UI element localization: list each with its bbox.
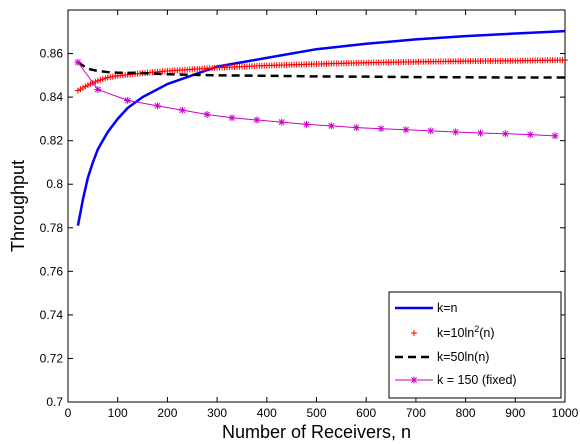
data-point — [74, 58, 82, 66]
data-point — [526, 131, 534, 139]
star-d2 — [411, 377, 417, 383]
star-d2 — [452, 128, 459, 135]
x-tick-label: 200 — [157, 406, 177, 420]
data-point — [303, 120, 311, 128]
star-d2 — [94, 86, 101, 93]
y-tick-label: 0.74 — [40, 308, 64, 322]
data-point — [377, 125, 385, 133]
data-point — [124, 96, 132, 104]
star-d2 — [328, 122, 335, 129]
y-tick-label: 0.78 — [40, 221, 64, 235]
x-axis-label: Number of Receivers, n — [222, 422, 411, 442]
x-tick-label: 800 — [456, 406, 476, 420]
y-axis-label: Throughput — [8, 160, 28, 252]
legend-label: k=50ln(n) — [437, 350, 489, 364]
star-d2 — [303, 121, 310, 128]
star-d2 — [402, 126, 409, 133]
data-point — [402, 126, 410, 134]
y-tick-label: 0.76 — [40, 264, 64, 278]
x-tick-label: 700 — [406, 406, 426, 420]
star-d2 — [378, 125, 385, 132]
data-point — [551, 132, 559, 140]
star-d2 — [278, 119, 285, 126]
x-tick-label: 0 — [65, 406, 72, 420]
data-point — [452, 128, 460, 136]
data-point — [477, 129, 485, 137]
x-tick-label: 300 — [207, 406, 227, 420]
star-d2 — [502, 130, 509, 137]
data-point — [427, 127, 435, 135]
series-line-k-150 — [77, 61, 556, 137]
series-layer — [74, 29, 568, 226]
star-d2 — [74, 59, 81, 66]
series-markers-k-150 — [74, 58, 559, 140]
tick-layer: 0 100 200 300 400 500 600 700 800 900 1000 0.7 0.72 0… — [40, 10, 579, 420]
legend-swatch-plus — [411, 330, 417, 336]
data-point — [178, 106, 186, 114]
star-d2 — [552, 132, 559, 139]
y-tick-label: 0.8 — [46, 177, 63, 191]
x-tick-label: 1000 — [552, 406, 579, 420]
series-markers-k-10ln2 — [74, 57, 568, 94]
x-tick-label: 100 — [108, 406, 128, 420]
y-tick-label: 0.72 — [40, 351, 64, 365]
legend-label: k = 150 (fixed) — [437, 373, 517, 387]
star-d2 — [477, 130, 484, 137]
legend: k=n k=10ln2(n) k=50ln(n) k = 150 (fixed) — [388, 291, 562, 399]
data-point — [352, 124, 360, 132]
star-d2 — [527, 131, 534, 138]
star-d2 — [179, 107, 186, 114]
star-d2 — [427, 127, 434, 134]
data-point — [501, 130, 509, 138]
data-point — [278, 118, 286, 126]
data-point — [327, 122, 335, 130]
x-tick-label: 400 — [257, 406, 277, 420]
y-tick-label: 0.7 — [46, 395, 63, 409]
x-tick-label: 900 — [505, 406, 525, 420]
y-tick-label: 0.82 — [40, 134, 64, 148]
star-d2 — [154, 102, 161, 109]
x-tick-label: 600 — [356, 406, 376, 420]
data-point — [153, 102, 161, 110]
data-point — [228, 114, 236, 122]
legend-label: k=10ln2(n) — [437, 324, 494, 340]
star-d2 — [253, 116, 260, 123]
star-d2 — [124, 97, 131, 104]
data-point — [203, 111, 211, 119]
star-d2 — [204, 111, 211, 118]
y-tick-label: 0.84 — [40, 90, 64, 104]
star-d2 — [353, 124, 360, 131]
data-point — [94, 85, 102, 93]
legend-swatch-star — [410, 376, 418, 384]
legend-label: k=n — [437, 301, 458, 315]
data-point — [253, 116, 261, 124]
y-tick-label: 0.86 — [40, 47, 64, 61]
series-line-k-eq-n — [76, 29, 566, 226]
star-d2 — [229, 114, 235, 121]
x-tick-label: 500 — [306, 406, 326, 420]
